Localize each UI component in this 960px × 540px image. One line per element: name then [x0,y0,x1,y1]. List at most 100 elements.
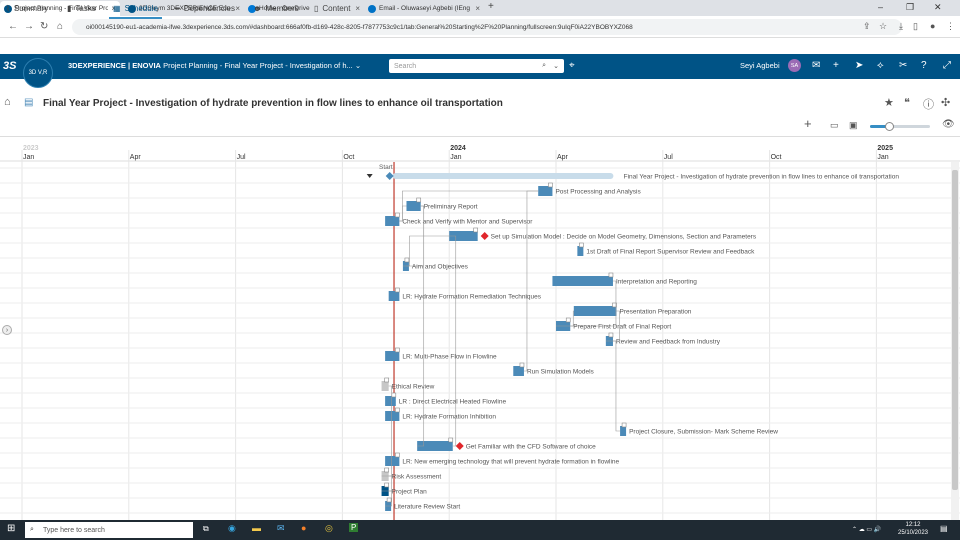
minimize-icon[interactable]: – [878,2,884,12]
task-note-marker [384,467,389,473]
image-icon[interactable]: ▣ [849,120,858,130]
close-tab-icon[interactable]: × [475,4,480,13]
reload-icon[interactable]: ↻ [40,21,49,32]
task-bar [538,186,553,196]
task-bar [577,246,584,256]
task-bar [449,231,478,241]
menu-icon[interactable]: ⋮ [946,21,955,31]
project-app-icon[interactable]: P [349,523,359,532]
settings-icon[interactable]: ✣ [941,97,951,109]
close-tab-icon[interactable]: × [235,4,240,13]
dependency-connector [399,205,407,222]
share-icon[interactable]: ⇪ [863,21,871,31]
tab-members[interactable]: ☻ Members [253,4,299,13]
favorite-star-icon[interactable]: ★ [884,97,894,109]
mail-icon[interactable]: ✉ [277,523,285,533]
forward-icon[interactable]: → [24,21,34,32]
tab-label: Content [322,4,351,13]
tab-favicon-icon [4,4,12,13]
bookmark-star-icon[interactable]: ☆ [879,21,888,31]
close-window-icon[interactable]: ✕ [934,2,942,12]
file-explorer-icon[interactable]: ▬ [252,523,261,533]
search-input[interactable]: Search ⌕ ⌄ [389,59,564,73]
help-icon[interactable]: ? [921,60,927,71]
fullscreen-icon[interactable]: ⤢ [943,60,951,71]
tab-dependencies[interactable]: ━ Dependencies [175,4,235,13]
tab-label: 3DSwym 3DEXPERIENCE Edu |3 [139,5,233,12]
add-icon[interactable]: + [833,60,839,71]
chrome-icon[interactable]: ◎ [325,523,333,533]
task-label: LR: Multi-Phase Flow in Flowline [402,354,497,361]
tab-label: Schedule [124,4,158,13]
task-label: Project Closure, Submission- Mark Scheme… [629,429,778,436]
share-icon[interactable]: ➤ [855,60,864,71]
zoom-slider-thumb[interactable] [885,122,894,131]
task-bar [385,411,400,421]
task-label: LR : Direct Electrical Heated Flowline [399,399,507,406]
download-icon[interactable]: ⤓ [899,21,903,31]
user-name[interactable]: Seyi Agbebi [740,61,780,70]
expand-panel-icon[interactable]: › [2,325,12,335]
maximize-icon[interactable]: ❐ [906,2,915,12]
avatar[interactable]: SA [788,59,801,72]
sidebar-icon[interactable]: ▯ [913,21,918,31]
dependency-connector [605,310,620,342]
critical-diamond [480,232,489,240]
task-bar [381,381,389,391]
browser-tab[interactable]: Home - OneDrive × [244,1,364,16]
url-field[interactable]: oi000145190-eu1-academia-ifwe.3dexperien… [72,19,902,35]
back-icon[interactable]: ← [8,21,18,32]
tab-content[interactable]: ▯ Content [314,4,350,13]
notifications-icon[interactable]: ✉ [812,60,821,71]
browser-tab[interactable]: Project Planning - Final Year Pro × [0,1,120,16]
firefox-icon[interactable]: ● [301,523,307,533]
dependency-connector [417,205,425,447]
task-label: Post Processing and Analysis [555,189,641,196]
tab-schedule[interactable]: ▦ Schedule [109,4,162,19]
tab-tasks[interactable]: ▮ Tasks [67,4,96,13]
home-icon[interactable]: ⌂ [57,21,64,32]
task-note-marker [395,287,400,293]
chevron-down-icon[interactable]: ⌄ [553,63,559,70]
profile-icon[interactable]: ● [930,21,936,31]
tag-icon[interactable]: ⌖ [569,60,575,71]
zoom-slider[interactable] [870,122,930,131]
collapse-triangle-icon [366,174,373,178]
windows-start-icon[interactable]: ⊞ [7,523,16,534]
notification-center-icon[interactable]: ▤ [940,524,948,533]
task-label: Prepare First Draft of Final Report [573,324,671,331]
task-bar [385,216,400,226]
new-tab-button[interactable]: + [488,1,494,12]
tab-summary[interactable]: ⌇ Summary [6,4,48,13]
task-view-icon[interactable]: ⧉ [203,524,209,533]
add-task-button[interactable]: + [804,116,812,131]
home-icon[interactable]: ⌂ [4,96,11,108]
baseline-icon[interactable]: ▭ [830,120,839,130]
network-icon[interactable]: ⟡ [877,60,884,71]
task-note-marker [473,227,478,233]
tools-icon[interactable]: ✂ [899,60,908,71]
close-tab-icon[interactable]: × [111,4,116,13]
search-icon[interactable]: ⌕ [542,62,546,69]
comment-icon[interactable]: ❝ [904,97,910,109]
compass-icon[interactable]: 3D V,R [23,58,53,88]
year-label: 2025 [877,145,893,152]
app-title[interactable]: 3DEXPERIENCE | ENOVIA Project Planning -… [68,61,362,70]
eye-icon[interactable]: 👁 [942,119,955,130]
taskbar-search-input[interactable]: ⌕ Type here to search [25,522,193,538]
tray-icons[interactable]: ⌃ ☁ ▭ 🔊 [852,527,882,533]
close-tab-icon[interactable]: × [355,4,360,13]
tab-favicon-icon [128,4,136,13]
browser-tab[interactable]: 3DSwym 3DEXPERIENCE Edu |3 × [124,1,244,16]
edge-icon[interactable]: ◉ [228,523,236,533]
task-bar [385,396,396,406]
browser-tab[interactable]: Email - Oluwaseyi Agbebi (IEng × [364,1,484,16]
task-label: Run Simulation Models [527,369,595,376]
task-bar [573,306,617,316]
info-icon[interactable]: ⓘ [923,99,934,111]
dependency-connector [612,340,621,432]
task-note-marker [384,482,389,488]
year-label: 2024 [450,145,466,152]
task-label: Literature Review Start [394,504,460,511]
chart-icon: ⌇ [6,4,10,13]
